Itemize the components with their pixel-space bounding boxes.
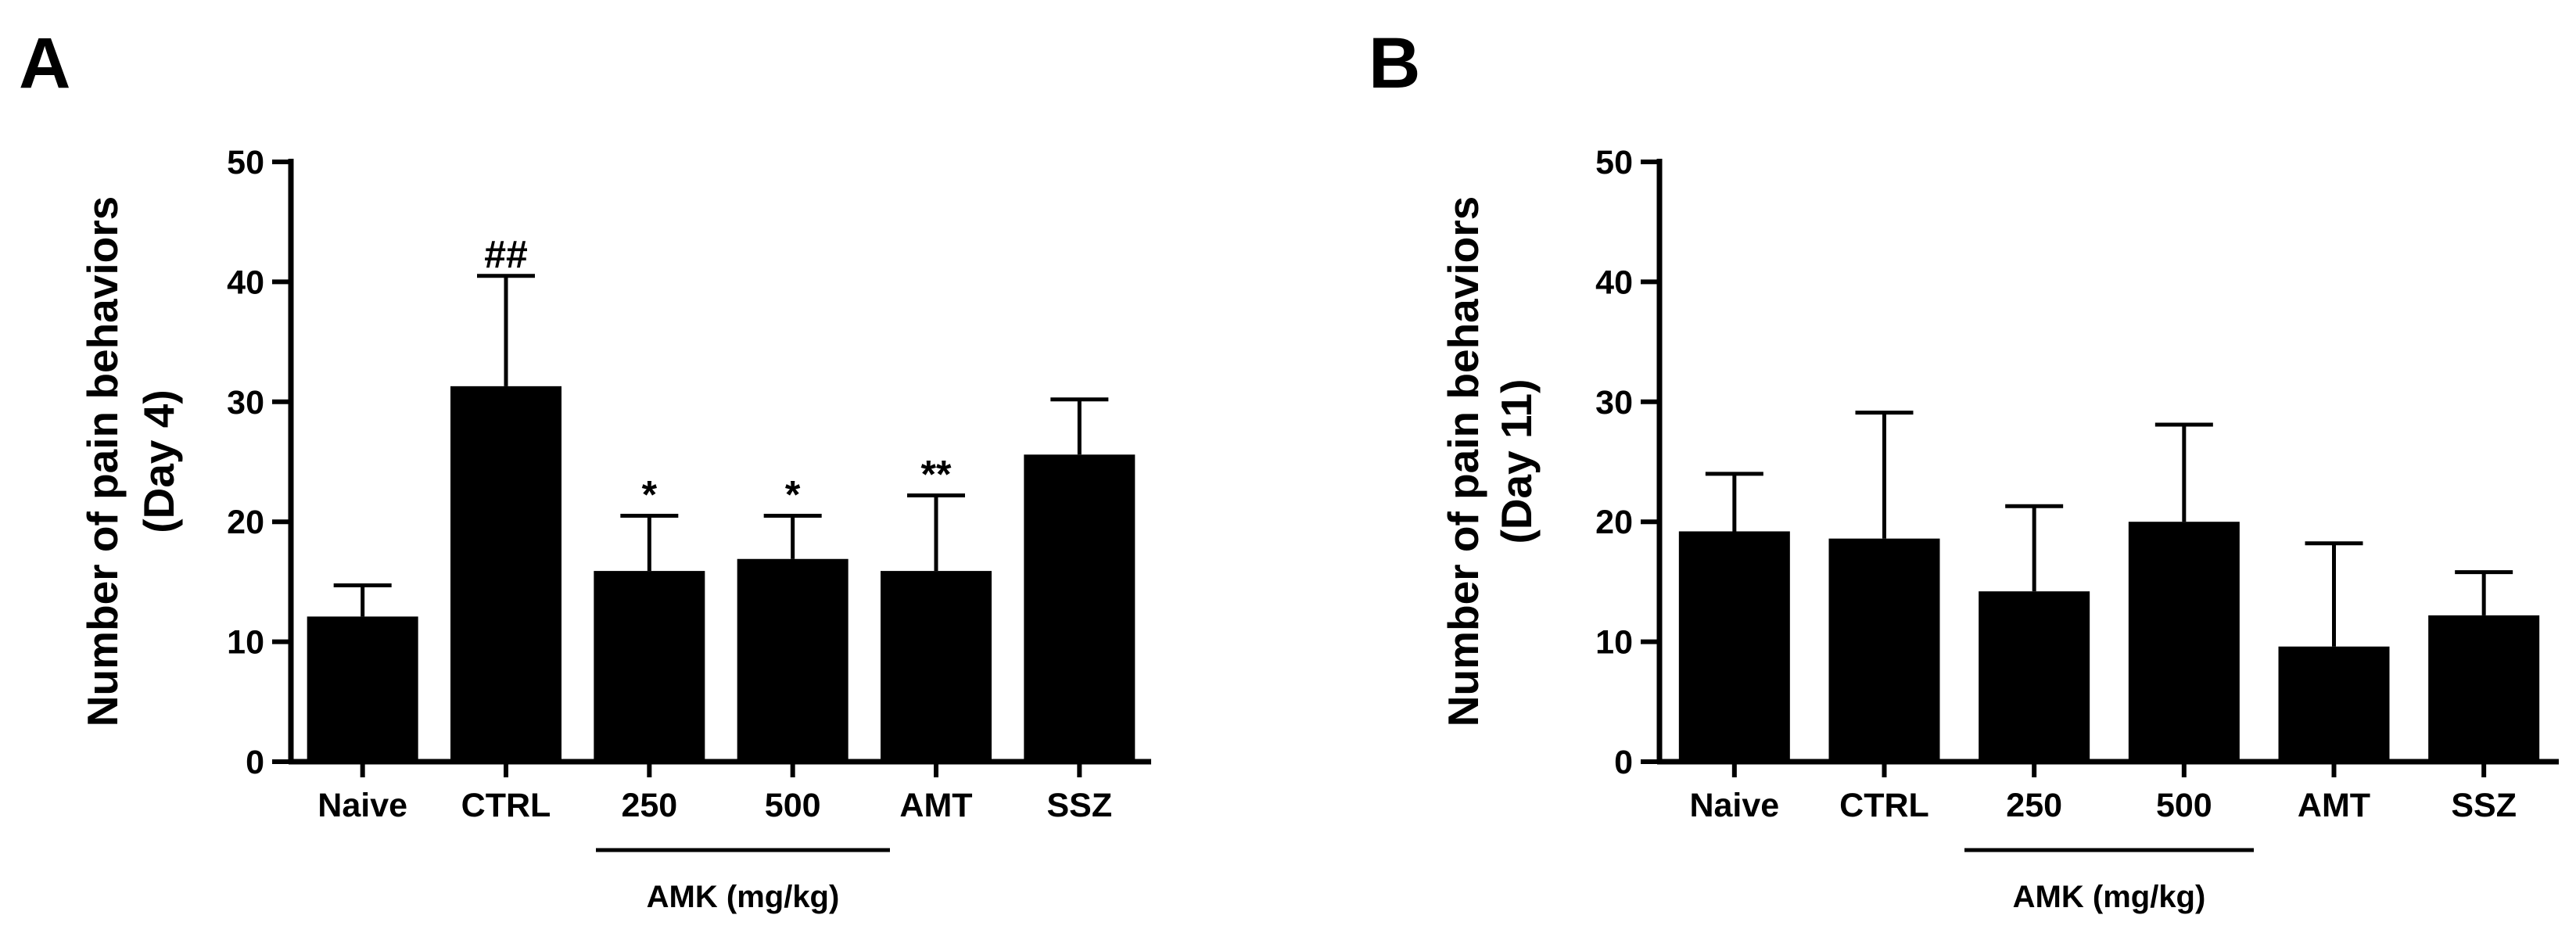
panel-label: B <box>1369 23 1420 103</box>
x-tick-label: AMT <box>899 787 972 824</box>
x-tick-label: SSZ <box>2451 787 2517 824</box>
bar-ctrl <box>450 386 561 762</box>
bar-250 <box>594 571 705 762</box>
y-axis-title: Number of pain behaviors <box>1439 196 1487 727</box>
bar-ssz <box>2428 615 2540 762</box>
y-tick-label: 20 <box>1595 504 1633 541</box>
panel-a-chart: A Number of pain behaviors (Day 4) 0 10 20 30 4… <box>19 23 1151 914</box>
x-tick-label: 250 <box>2006 787 2062 824</box>
y-tick-label: 40 <box>227 264 264 301</box>
x-tick-label: SSZ <box>1047 787 1113 824</box>
y-axis-title: Number of pain behaviors <box>78 196 127 727</box>
x-tick-label: Naive <box>318 787 407 824</box>
panel-label: A <box>19 23 70 103</box>
bar-250 <box>1979 591 2090 762</box>
y-tick-label: 0 <box>246 744 264 781</box>
group-label: AMK (mg/kg) <box>2013 880 2206 914</box>
bar-500 <box>2128 522 2240 762</box>
x-tick-label: AMT <box>2298 787 2370 824</box>
bar-naive <box>1678 531 1790 762</box>
x-tick-label: 250 <box>621 787 677 824</box>
x-tick-label: Naive <box>1689 787 1779 824</box>
x-tick-label: CTRL <box>1839 787 1929 824</box>
panel-b-chart: B Number of pain behaviors (Day 11) 0 10 20 30… <box>1369 23 2559 914</box>
bar-naive <box>307 616 418 762</box>
y-tick-label: 40 <box>1595 264 1633 301</box>
x-tick-label: 500 <box>2156 787 2212 824</box>
significance-label: * <box>642 473 658 517</box>
y-tick-label: 10 <box>227 624 264 662</box>
x-tick-label: 500 <box>765 787 821 824</box>
y-tick-label: 50 <box>227 144 264 181</box>
significance-label: ## <box>484 233 528 277</box>
significance-label: * <box>785 473 801 517</box>
y-tick-label: 0 <box>1614 744 1633 781</box>
significance-label: ** <box>921 452 952 496</box>
x-tick-label: CTRL <box>461 787 551 824</box>
bar-amt <box>881 571 992 762</box>
bar-ctrl <box>1828 538 1940 762</box>
y-tick-label: 30 <box>227 384 264 422</box>
y-tick-label: 10 <box>1595 624 1633 662</box>
bar-amt <box>2278 646 2390 762</box>
bar-500 <box>737 558 849 762</box>
y-tick-label: 50 <box>1595 144 1633 181</box>
bar-ssz <box>1024 454 1136 762</box>
group-label: AMK (mg/kg) <box>647 880 840 914</box>
y-tick-label: 20 <box>227 504 264 541</box>
y-axis-title-day: (Day 4) <box>135 389 183 533</box>
y-axis-title-day: (Day 11) <box>1492 379 1541 544</box>
y-tick-label: 30 <box>1595 384 1633 422</box>
